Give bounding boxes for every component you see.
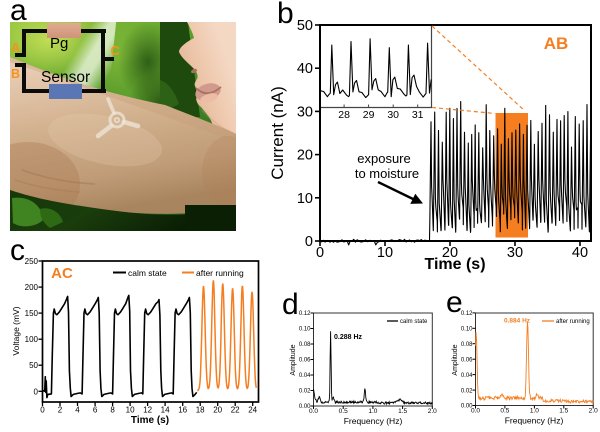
svg-text:0.02: 0.02 — [461, 388, 473, 394]
svg-text:0.08: 0.08 — [461, 342, 473, 348]
svg-text:0.00: 0.00 — [299, 404, 311, 410]
svg-text:20: 20 — [213, 406, 222, 415]
svg-text:29: 29 — [363, 109, 375, 121]
svg-text:calm state: calm state — [400, 319, 428, 325]
svg-text:0.0: 0.0 — [471, 408, 480, 415]
svg-text:50: 50 — [29, 361, 38, 370]
svg-text:16: 16 — [178, 406, 187, 415]
svg-text:40: 40 — [572, 245, 588, 261]
svg-text:0.00: 0.00 — [461, 404, 473, 410]
svg-text:14: 14 — [161, 406, 170, 415]
svg-text:Frequency (Hz): Frequency (Hz) — [344, 416, 403, 426]
svg-text:0.5: 0.5 — [339, 408, 348, 415]
svg-text:40: 40 — [297, 61, 313, 77]
svg-text:0.10: 0.10 — [461, 327, 473, 333]
svg-text:2: 2 — [58, 406, 63, 415]
svg-text:30: 30 — [297, 104, 313, 120]
svg-text:150: 150 — [25, 309, 39, 318]
svg-text:Voltage (mV): Voltage (mV) — [11, 306, 21, 355]
svg-text:100: 100 — [25, 335, 39, 344]
svg-text:e: e — [446, 286, 463, 319]
svg-text:0.12: 0.12 — [299, 311, 311, 317]
svg-text:0.08: 0.08 — [299, 342, 311, 348]
svg-text:12: 12 — [143, 406, 152, 415]
svg-text:2.0: 2.0 — [428, 408, 437, 415]
svg-text:50: 50 — [297, 18, 313, 34]
svg-text:0.5: 0.5 — [500, 408, 509, 415]
svg-text:AC: AC — [51, 265, 73, 282]
svg-text:250: 250 — [25, 257, 39, 266]
svg-text:1.5: 1.5 — [398, 408, 407, 415]
svg-text:8: 8 — [110, 406, 115, 415]
svg-text:1.5: 1.5 — [559, 408, 568, 415]
svg-text:0: 0 — [34, 387, 39, 396]
svg-text:6: 6 — [93, 406, 98, 415]
svg-text:0.04: 0.04 — [461, 373, 473, 379]
svg-text:0.06: 0.06 — [461, 357, 473, 363]
svg-text:20: 20 — [297, 148, 313, 164]
svg-text:0.884 Hz: 0.884 Hz — [504, 318, 531, 325]
svg-text:0.10: 0.10 — [299, 327, 311, 333]
svg-text:10: 10 — [126, 406, 135, 415]
svg-text:200: 200 — [25, 283, 39, 292]
svg-text:31: 31 — [412, 109, 424, 121]
svg-text:4: 4 — [75, 406, 80, 415]
svg-text:after running: after running — [556, 319, 590, 325]
svg-text:0.0: 0.0 — [309, 408, 318, 415]
svg-text:1.0: 1.0 — [368, 408, 377, 415]
svg-text:28: 28 — [338, 109, 350, 121]
svg-text:1.0: 1.0 — [530, 408, 539, 415]
svg-text:Current (nA): Current (nA) — [268, 86, 287, 180]
svg-text:22: 22 — [231, 406, 240, 415]
svg-text:10: 10 — [377, 245, 393, 261]
svg-text:d: d — [282, 288, 299, 321]
svg-text:2.0: 2.0 — [589, 408, 598, 415]
svg-text:a: a — [10, 0, 27, 27]
svg-text:Time (s): Time (s) — [131, 415, 169, 426]
svg-text:to moisture: to moisture — [355, 166, 419, 181]
svg-text:calm state: calm state — [128, 268, 167, 278]
svg-text:Amplitude: Amplitude — [452, 344, 459, 375]
svg-text:c: c — [10, 234, 25, 267]
svg-text:0.02: 0.02 — [299, 389, 311, 395]
svg-text:0: 0 — [305, 234, 313, 250]
svg-text:after running: after running — [196, 268, 244, 278]
svg-text:b: b — [277, 0, 294, 30]
svg-text:exposure: exposure — [357, 151, 410, 166]
svg-text:20: 20 — [442, 245, 458, 261]
svg-text:0: 0 — [40, 406, 45, 415]
svg-text:0.06: 0.06 — [299, 358, 311, 364]
svg-text:24: 24 — [248, 406, 257, 415]
svg-text:0.288 Hz: 0.288 Hz — [334, 334, 363, 341]
svg-text:18: 18 — [196, 406, 205, 415]
svg-text:0.12: 0.12 — [461, 311, 473, 317]
svg-text:10: 10 — [297, 191, 313, 207]
svg-text:Time (s): Time (s) — [424, 256, 485, 273]
svg-text:Amplitude: Amplitude — [290, 344, 297, 375]
svg-text:30: 30 — [507, 245, 523, 261]
svg-text:0: 0 — [316, 245, 324, 261]
svg-text:Frequency (Hz): Frequency (Hz) — [505, 416, 564, 426]
svg-text:AB: AB — [544, 34, 569, 53]
svg-text:0.04: 0.04 — [299, 373, 311, 379]
svg-text:30: 30 — [387, 109, 399, 121]
